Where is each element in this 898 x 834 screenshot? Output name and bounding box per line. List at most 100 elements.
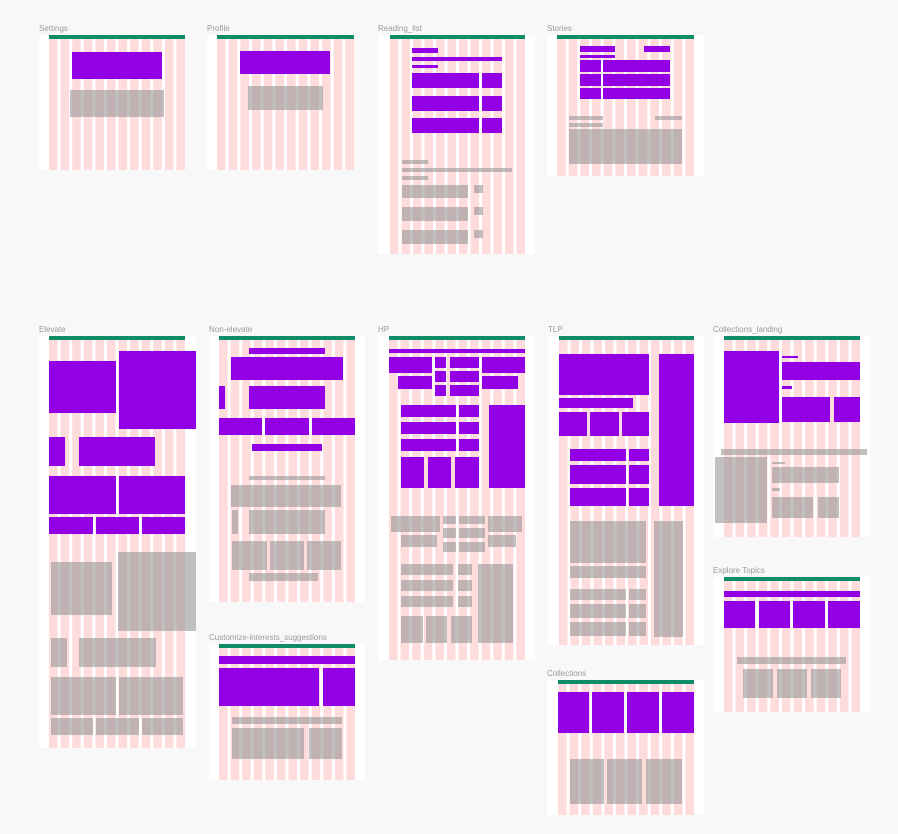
frame-label: Settings (39, 24, 68, 33)
header-bar (217, 35, 354, 39)
component-block (482, 118, 502, 133)
layout-column (72, 336, 81, 748)
frame-label: Explore Topics (713, 566, 765, 575)
layout-column (505, 35, 514, 254)
layout-column (219, 644, 228, 780)
component-block (724, 351, 779, 423)
placeholder-block (721, 449, 867, 455)
component-block (435, 357, 446, 368)
layout-column (481, 336, 491, 660)
component-block (96, 517, 139, 534)
layout-column (164, 336, 174, 748)
component-block (459, 439, 479, 451)
layout-column (424, 35, 433, 254)
layout-column (95, 336, 104, 748)
component-block (782, 397, 830, 422)
component-block (412, 57, 502, 61)
layout-column (839, 336, 849, 537)
layout-column (436, 35, 445, 254)
placeholder-block (443, 542, 456, 552)
placeholder-block (772, 467, 839, 483)
component-block (249, 348, 325, 354)
layout-column (558, 680, 567, 815)
frame-label: TLP (548, 325, 563, 334)
component-block (782, 362, 860, 380)
frame: Explore Topics (713, 566, 870, 712)
placeholder-block (119, 677, 183, 715)
layout-column (747, 336, 756, 537)
layout-column (459, 35, 468, 254)
layout-column (400, 336, 410, 660)
layout-column (650, 35, 659, 176)
component-block (580, 55, 615, 58)
component-block (323, 668, 355, 706)
layout-column (334, 336, 344, 602)
placeholder-block (772, 488, 780, 491)
layout-column (413, 35, 422, 254)
component-block (603, 88, 670, 99)
frame: Settings (39, 24, 185, 170)
layout-column (604, 680, 613, 815)
layout-column (389, 336, 398, 660)
placeholder-block (232, 728, 304, 759)
placeholder-block (737, 657, 846, 664)
component-block (570, 488, 626, 506)
component-block (482, 73, 502, 88)
component-block (49, 437, 65, 466)
layout-column (176, 336, 185, 748)
layout-column (592, 35, 601, 176)
header-bar (724, 336, 860, 340)
layout-column (164, 35, 174, 170)
header-bar (559, 336, 694, 340)
component-block (782, 386, 792, 389)
component-block (603, 60, 670, 72)
layout-column (805, 577, 814, 712)
component-block (482, 96, 502, 111)
layout-column (141, 336, 151, 748)
layout-column (673, 680, 683, 815)
placeholder-block (772, 497, 813, 518)
layout-column (265, 644, 274, 780)
component-block (119, 476, 185, 514)
placeholder-block (818, 497, 839, 518)
placeholder-block (629, 589, 646, 600)
component-block (459, 405, 479, 417)
layout-column (240, 35, 249, 170)
component-block (627, 692, 659, 733)
layout-column (288, 336, 298, 602)
layout-column (60, 35, 70, 170)
placeholder-block (629, 604, 646, 618)
placeholder-block (118, 552, 196, 631)
layout-column (568, 35, 578, 176)
layout-column (839, 577, 849, 712)
layout-column (735, 336, 745, 537)
header-bar (557, 35, 694, 39)
frame-label: Non-elevate (209, 325, 253, 334)
layout-column (581, 680, 590, 815)
placeholder-block (51, 677, 116, 715)
placeholder-block (426, 616, 447, 643)
component-block (265, 418, 309, 435)
frame: Collections_landing (713, 325, 870, 537)
frame: Elevate (39, 325, 196, 748)
layout-column (816, 577, 826, 712)
layout-column (253, 336, 263, 602)
component-block (580, 60, 601, 72)
component-block (231, 357, 343, 380)
component-block (629, 449, 649, 461)
placeholder-block (391, 516, 440, 532)
placeholder-block (570, 604, 626, 618)
placeholder-block (51, 562, 112, 615)
component-block (49, 476, 116, 514)
layout-column (446, 336, 456, 660)
layout-column (781, 577, 791, 712)
component-block (252, 444, 322, 451)
placeholder-block (474, 185, 483, 193)
placeholder-block (570, 566, 646, 578)
layout-column (401, 35, 410, 254)
placeholder-block (474, 207, 483, 215)
component-block (629, 465, 649, 484)
component-block (119, 351, 196, 429)
placeholder-block (570, 759, 604, 804)
